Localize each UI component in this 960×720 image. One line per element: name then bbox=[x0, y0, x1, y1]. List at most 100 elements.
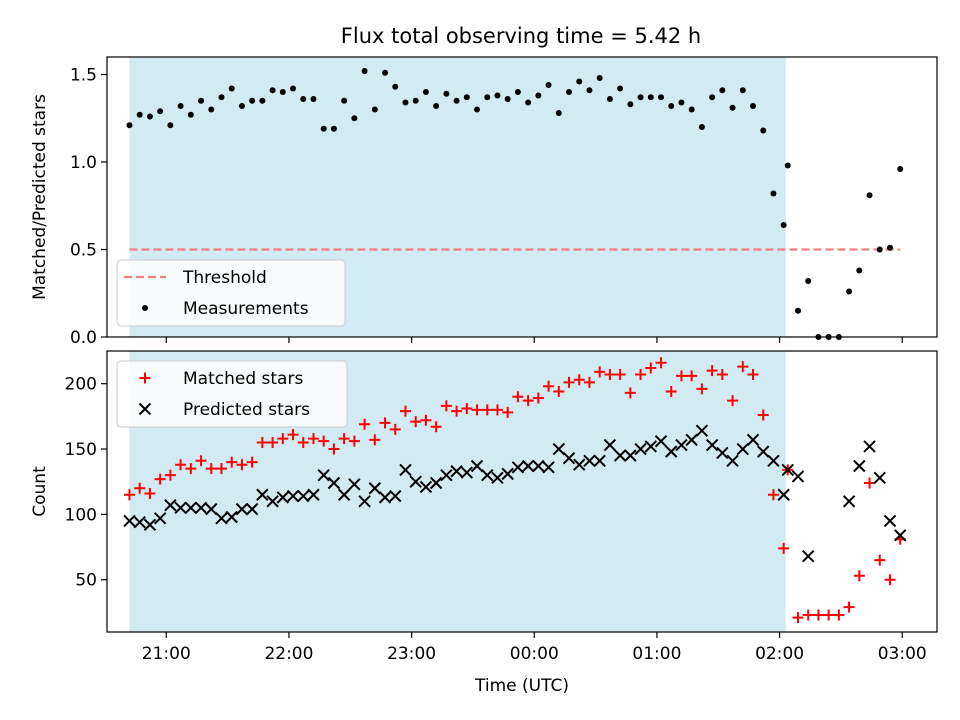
predicted-stars-point bbox=[613, 449, 627, 462]
matched-stars-point bbox=[461, 403, 473, 415]
matched-stars-point bbox=[430, 421, 442, 433]
matched-stars-point bbox=[645, 362, 657, 374]
predicted-stars-point bbox=[419, 480, 433, 494]
predicted-stars-point bbox=[143, 518, 157, 532]
measurement-point bbox=[157, 108, 164, 115]
measurement-point bbox=[341, 97, 348, 104]
matched-stars-point bbox=[195, 455, 207, 467]
matched-stars-point bbox=[696, 383, 708, 395]
predicted-stars-point bbox=[307, 488, 320, 501]
measurement-point bbox=[484, 94, 491, 101]
measurement-point bbox=[709, 94, 716, 101]
predicted-stars-point bbox=[801, 549, 815, 563]
measurement-point bbox=[422, 89, 429, 95]
matched-stars-point bbox=[802, 609, 814, 621]
measurement-point bbox=[361, 68, 368, 74]
matched-stars-point bbox=[379, 417, 391, 429]
predicted-stars-point bbox=[501, 467, 514, 481]
legend-box bbox=[116, 360, 348, 428]
predicted-stars-point bbox=[491, 471, 504, 484]
measurement-point bbox=[586, 87, 593, 94]
matched-stars-point bbox=[205, 463, 217, 475]
matched-stars-point bbox=[287, 429, 299, 441]
x-axis-label: Time (UTC) bbox=[474, 676, 569, 696]
matched-stars-point bbox=[297, 436, 309, 448]
predicted-stars-point bbox=[235, 502, 249, 516]
measurement-point bbox=[627, 101, 634, 108]
matched-stars-point bbox=[328, 443, 340, 455]
predicted-stars-point bbox=[552, 442, 566, 456]
top-axes-frame bbox=[106, 56, 938, 338]
matched-stars-point bbox=[757, 409, 769, 421]
matched-stars-point bbox=[389, 423, 401, 435]
predicted-stars-point bbox=[777, 488, 790, 501]
matched-stars-point bbox=[399, 405, 411, 417]
predicted-stars-point bbox=[174, 501, 187, 515]
matched-stars-point bbox=[318, 435, 330, 447]
measurement-point bbox=[208, 106, 215, 113]
predicted-stars-point bbox=[593, 454, 606, 467]
measurement-point bbox=[566, 89, 573, 95]
measurement-point bbox=[126, 122, 133, 129]
measurement-point bbox=[351, 115, 358, 122]
measurement-point bbox=[177, 103, 184, 109]
predicted-stars-point bbox=[624, 449, 637, 462]
predicted-stars-point bbox=[133, 516, 146, 529]
measurement-point bbox=[392, 83, 399, 90]
predicted-stars-point bbox=[337, 488, 351, 501]
matched-stars-point bbox=[563, 376, 575, 388]
matched-stars-point bbox=[594, 366, 606, 378]
measurement-point bbox=[238, 103, 245, 109]
measurement-point bbox=[688, 106, 695, 113]
measurement-point bbox=[719, 87, 726, 94]
matched-stars-point bbox=[884, 574, 896, 586]
predicted-stars-point bbox=[276, 491, 290, 504]
y-tick-label: 1.0 bbox=[70, 153, 97, 173]
measurement-point bbox=[310, 96, 317, 102]
measurement-point bbox=[382, 69, 389, 76]
measurement-point bbox=[606, 96, 613, 102]
predicted-stars-point bbox=[705, 438, 719, 452]
measurement-point bbox=[750, 103, 757, 109]
y-tick-label: 0.5 bbox=[70, 241, 97, 261]
matched-stars-point bbox=[154, 473, 166, 485]
predicted-stars-point bbox=[665, 445, 678, 458]
legend-label: Measurements bbox=[183, 299, 309, 319]
predicted-stars-point bbox=[470, 459, 484, 473]
predicted-stars-point bbox=[378, 491, 392, 504]
predicted-stars-point bbox=[481, 468, 494, 482]
measurement-point bbox=[198, 97, 205, 104]
predicted-stars-point bbox=[358, 495, 371, 508]
x-tick-label: 23:00 bbox=[387, 644, 436, 664]
predicted-stars-point bbox=[542, 461, 555, 474]
matched-stars-point bbox=[175, 459, 187, 471]
matched-stars-point bbox=[624, 387, 636, 399]
predicted-stars-point bbox=[153, 512, 167, 525]
matched-stars-point bbox=[843, 601, 855, 613]
matched-stars-point bbox=[164, 469, 176, 481]
matched-stars-point bbox=[812, 609, 824, 621]
matched-stars-point bbox=[256, 436, 268, 448]
matched-stars-point bbox=[716, 369, 728, 381]
matched-stars-point bbox=[706, 365, 718, 377]
x-tick-label: 00:00 bbox=[510, 644, 559, 664]
measurement-point bbox=[290, 85, 297, 92]
y-tick-label: 0.0 bbox=[70, 328, 97, 348]
matched-stars-point bbox=[614, 369, 626, 381]
matched-stars-point bbox=[778, 542, 790, 554]
measurement-point bbox=[228, 85, 235, 92]
measurement-point bbox=[535, 92, 542, 99]
measurement-point bbox=[146, 113, 153, 120]
matched-stars-point bbox=[737, 361, 749, 373]
bottom-series-1 bbox=[123, 424, 907, 563]
predicted-stars-point bbox=[266, 495, 279, 508]
predicted-stars-point bbox=[736, 442, 749, 456]
measurement-point bbox=[866, 192, 873, 199]
top-panel: 0.0 0.5 1.0 1.5 Matched/Predicted stars Thres… bbox=[30, 56, 938, 348]
measurement-point bbox=[136, 111, 143, 118]
matched-stars-point bbox=[604, 369, 616, 381]
predicted-stars-point bbox=[429, 476, 443, 490]
measurement-point bbox=[698, 124, 705, 130]
x-tick-label: 02:00 bbox=[755, 644, 804, 664]
predicted-stars-point bbox=[634, 442, 647, 456]
